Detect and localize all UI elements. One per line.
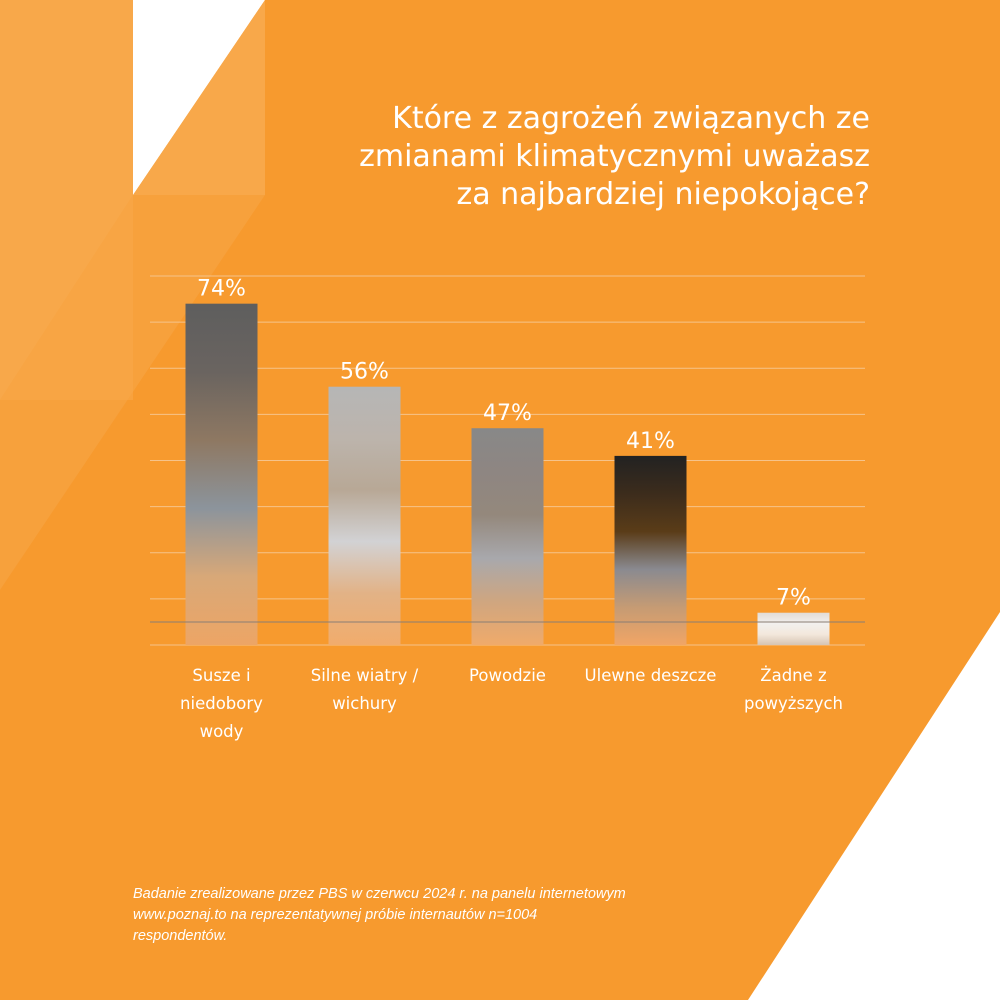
category-label: niedobory bbox=[180, 694, 263, 713]
category-label: wichury bbox=[332, 694, 397, 713]
decor-triangle bbox=[133, 0, 265, 195]
category-label: powyższych bbox=[744, 694, 843, 713]
footnote-line: Badanie zrealizowane przez PBS w czerwcu… bbox=[133, 886, 626, 902]
category-label: Silne wiatry / bbox=[311, 666, 419, 685]
bar bbox=[614, 455, 687, 645]
decor-triangle bbox=[0, 0, 133, 195]
title-line: za najbardziej niepokojące? bbox=[456, 177, 870, 212]
footnote-line: respondentów. bbox=[133, 928, 228, 944]
footnote: Badanie zrealizowane przez PBS w czerwcu… bbox=[133, 884, 773, 947]
category-label: Żadne z bbox=[760, 666, 826, 685]
title-line: zmianami klimatycznymi uważasz bbox=[359, 139, 870, 174]
data-label: 41% bbox=[626, 429, 675, 454]
bar bbox=[471, 428, 544, 645]
category-label: wody bbox=[200, 722, 244, 741]
data-label: 7% bbox=[776, 586, 811, 611]
data-label: 56% bbox=[340, 360, 389, 385]
data-label: 47% bbox=[483, 401, 532, 426]
title-line: Które z zagrożeń związanych ze bbox=[392, 101, 870, 136]
category-label: Ulewne deszcze bbox=[585, 666, 717, 685]
bar bbox=[328, 386, 401, 645]
bar bbox=[185, 303, 258, 645]
decor-white-corner bbox=[748, 612, 1000, 1000]
chart-title: Które z zagrożeń związanych ze zmianami … bbox=[270, 100, 870, 214]
bar bbox=[757, 612, 830, 645]
decor-triangle bbox=[0, 195, 265, 590]
category-label: Powodzie bbox=[469, 666, 546, 685]
category-label: Susze i bbox=[192, 666, 250, 685]
footnote-line: www.poznaj.to na reprezentatywnej próbie… bbox=[133, 907, 538, 923]
data-label: 74% bbox=[197, 277, 246, 302]
